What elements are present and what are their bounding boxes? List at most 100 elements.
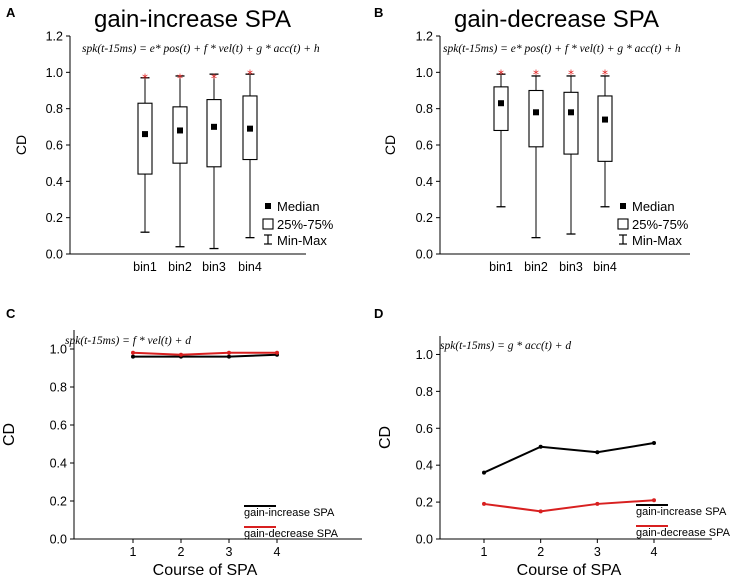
data-point: [538, 509, 543, 514]
panel-d-equation: spk(t-15ms) = g * acc(t) + d: [440, 340, 571, 352]
data-point: [538, 444, 543, 449]
y-tick-label: 1.2: [46, 30, 63, 44]
panel-a: A gain-increase SPA spk(t-15ms) = e* pos…: [6, 5, 334, 274]
y-tick-label: 1.0: [416, 348, 433, 362]
y-tick-label: 0.2: [416, 211, 433, 225]
legend-iqr-symbol: [262, 218, 274, 230]
legend-median-symbol: [620, 203, 626, 209]
median-marker: [211, 123, 217, 130]
panel-a-equation: spk(t-15ms) = e* pos(t) + f * vel(t) + g…: [82, 43, 320, 55]
y-tick-label: 0.6: [50, 419, 67, 433]
panel-b-plot: 0.0 0.2 0.4 0.6 0.8 1.0 1.2 CD bin1 * bin2 * bin3 * bi…: [382, 30, 690, 274]
y-tick-label: 0.0: [50, 533, 67, 547]
panel-d-plot: 0.0 0.2 0.4 0.6 0.8 1.0 1 2 3 4 CD Course of SPA gai…: [377, 336, 731, 579]
panel-label-b: B: [374, 5, 383, 20]
x-tick-label: bin4: [238, 260, 262, 274]
legend-median-label: Median: [277, 199, 320, 214]
y-tick-label: 0.4: [46, 175, 63, 189]
x-tick-label: bin3: [202, 260, 226, 274]
legend-median-label: Median: [632, 199, 675, 214]
y-axis-label: CD: [382, 135, 398, 155]
outlier-marker: *: [211, 71, 217, 85]
y-tick-label: 1.0: [416, 66, 433, 80]
data-point: [179, 352, 183, 357]
x-tick-label: 3: [226, 545, 233, 559]
legend-iqr-label: 25%-75%: [277, 217, 334, 232]
iqr-box: [137, 102, 153, 175]
outlier-marker: *: [247, 68, 253, 82]
panel-label-c: C: [6, 306, 16, 321]
legend-label: gain-decrease SPA: [244, 528, 339, 540]
y-tick-label: 1.2: [416, 30, 433, 44]
y-axis-label: CD: [1, 423, 18, 446]
panel-c: C spk(t-15ms) = f * vel(t) + d 0.0 0.2 0.4…: [1, 306, 362, 579]
y-tick-label: 1.0: [50, 343, 67, 357]
y-tick-label: 0.6: [416, 139, 433, 153]
median-marker: [602, 116, 608, 123]
outlier-marker: *: [533, 68, 539, 82]
panel-label-d: D: [374, 306, 383, 321]
panel-a-title: gain-increase SPA: [94, 6, 291, 33]
y-tick-label: 0.8: [416, 385, 433, 399]
legend-iqr-symbol: [617, 218, 629, 230]
y-tick-label: 0.4: [416, 175, 433, 189]
x-axis-label: Course of SPA: [517, 562, 622, 579]
y-axis-label: CD: [13, 135, 29, 155]
x-tick-label: bin4: [593, 260, 617, 274]
panel-b-equation: spk(t-15ms) = e* pos(t) + f * vel(t) + g…: [443, 43, 681, 55]
iqr-box: [597, 95, 613, 162]
series-line-gain-increase: [483, 442, 655, 474]
x-tick-label: bin1: [133, 260, 157, 274]
data-point: [227, 354, 231, 359]
y-tick-label: 0.8: [416, 102, 433, 116]
data-point: [482, 470, 486, 475]
legend-range-label: Min-Max: [277, 233, 327, 248]
data-point: [131, 354, 135, 359]
legend-iqr-label: 25%-75%: [632, 217, 689, 232]
x-tick-label: bin1: [489, 260, 513, 274]
x-tick-label: 4: [651, 545, 658, 559]
x-tick-label: bin3: [559, 260, 583, 274]
data-point: [131, 350, 135, 355]
y-tick-label: 0.2: [46, 211, 63, 225]
data-point: [275, 350, 279, 355]
y-axis-label: CD: [377, 426, 394, 449]
outlier-marker: *: [177, 71, 183, 85]
data-point: [652, 498, 656, 503]
outlier-marker: *: [142, 71, 148, 85]
y-tick-label: 0.6: [416, 422, 433, 436]
panel-label-a: A: [6, 5, 16, 20]
data-point: [595, 450, 600, 455]
panel-d: D spk(t-15ms) = g * acc(t) + d 0.0 0.2 0.4…: [374, 306, 731, 579]
x-tick-label: bin2: [524, 260, 548, 274]
legend-label: gain-increase SPA: [244, 507, 335, 519]
series-line-gain-decrease: [132, 351, 277, 356]
iqr-box: [493, 86, 509, 132]
y-tick-label: 0.8: [50, 381, 67, 395]
y-tick-label: 0.2: [50, 495, 67, 509]
legend-range-label: Min-Max: [632, 233, 682, 248]
x-tick-label: 3: [594, 545, 601, 559]
x-tick-label: 1: [481, 545, 488, 559]
outlier-marker: *: [602, 68, 608, 82]
y-tick-label: 1.0: [46, 66, 63, 80]
x-tick-label: 2: [537, 545, 544, 559]
iqr-box: [528, 89, 544, 148]
y-tick-label: 0.0: [416, 248, 433, 262]
outlier-marker: *: [568, 68, 574, 82]
iqr-box: [172, 106, 188, 164]
x-axis-label: Course of SPA: [153, 562, 258, 579]
x-tick-label: 2: [178, 545, 185, 559]
legend-label: gain-decrease SPA: [636, 527, 731, 539]
x-tick-label: 4: [274, 545, 281, 559]
panel-c-equation: spk(t-15ms) = f * vel(t) + d: [65, 335, 191, 347]
y-tick-label: 0.0: [416, 533, 433, 547]
series-line-gain-decrease: [483, 499, 655, 513]
y-tick-label: 0.6: [46, 139, 63, 153]
x-tick-label: 1: [130, 545, 137, 559]
data-point: [652, 441, 656, 446]
y-tick-label: 0.4: [416, 459, 433, 473]
data-point: [595, 501, 600, 506]
median-marker: [247, 125, 253, 132]
